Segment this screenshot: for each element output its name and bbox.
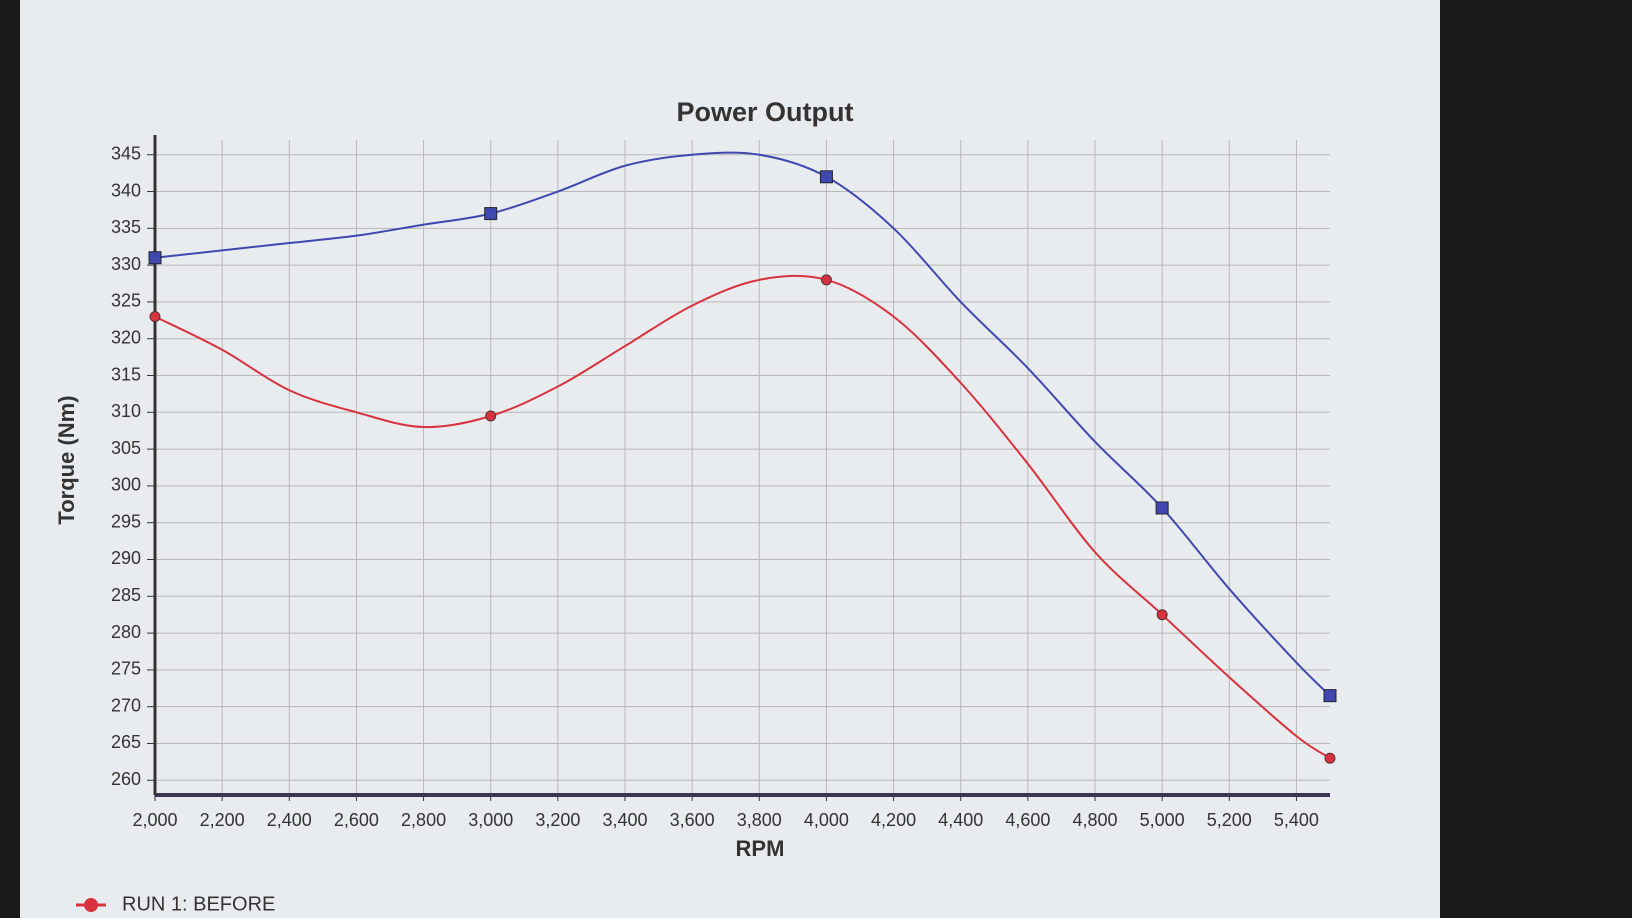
marker (1324, 752, 1336, 764)
y-tick-label: 295 (111, 511, 141, 531)
marker (1156, 609, 1168, 621)
x-tick-label: 3,400 (602, 810, 647, 830)
marker (819, 170, 833, 184)
x-tick-label: 4,200 (871, 810, 916, 830)
x-tick-label: 2,000 (132, 810, 177, 830)
y-tick-label: 275 (111, 659, 141, 679)
y-tick-label: 340 (111, 180, 141, 200)
x-tick-label: 2,400 (267, 810, 312, 830)
x-tick-label: 4,600 (1005, 810, 1050, 830)
x-tick-label: 5,200 (1207, 810, 1252, 830)
y-tick-label: 320 (111, 327, 141, 347)
y-tick-label: 305 (111, 438, 141, 458)
legend-marker (84, 898, 98, 912)
x-tick-label: 2,200 (200, 810, 245, 830)
x-tick-label: 2,800 (401, 810, 446, 830)
marker (1155, 501, 1169, 515)
x-tick-label: 3,600 (670, 810, 715, 830)
y-tick-label: 315 (111, 364, 141, 384)
marker (149, 311, 161, 323)
x-tick-label: 3,800 (737, 810, 782, 830)
y-tick-label: 325 (111, 291, 141, 311)
y-tick-label: 345 (111, 143, 141, 163)
y-tick-label: 265 (111, 732, 141, 752)
y-axis-label: Torque (Nm) (54, 395, 79, 524)
x-tick-label: 5,000 (1140, 810, 1185, 830)
x-axis-label: RPM (736, 836, 785, 861)
y-tick-label: 280 (111, 622, 141, 642)
y-tick-label: 310 (111, 401, 141, 421)
y-tick-label: 285 (111, 585, 141, 605)
x-tick-label: 3,200 (535, 810, 580, 830)
x-tick-label: 4,800 (1072, 810, 1117, 830)
x-tick-label: 5,400 (1274, 810, 1319, 830)
y-tick-label: 300 (111, 475, 141, 495)
chart-title: Power Output (677, 97, 854, 127)
y-tick-label: 290 (111, 548, 141, 568)
y-tick-label: 260 (111, 769, 141, 789)
y-tick-label: 335 (111, 217, 141, 237)
marker (1323, 689, 1337, 703)
x-tick-label: 3,000 (468, 810, 513, 830)
x-tick-label: 4,400 (938, 810, 983, 830)
marker (820, 274, 832, 286)
y-tick-label: 270 (111, 695, 141, 715)
x-tick-label: 2,600 (334, 810, 379, 830)
marker (148, 251, 162, 265)
y-tick-label: 330 (111, 254, 141, 274)
marker (485, 410, 497, 422)
marker (484, 207, 498, 221)
legend-label: RUN 1: BEFORE (122, 893, 275, 915)
x-tick-label: 4,000 (804, 810, 849, 830)
